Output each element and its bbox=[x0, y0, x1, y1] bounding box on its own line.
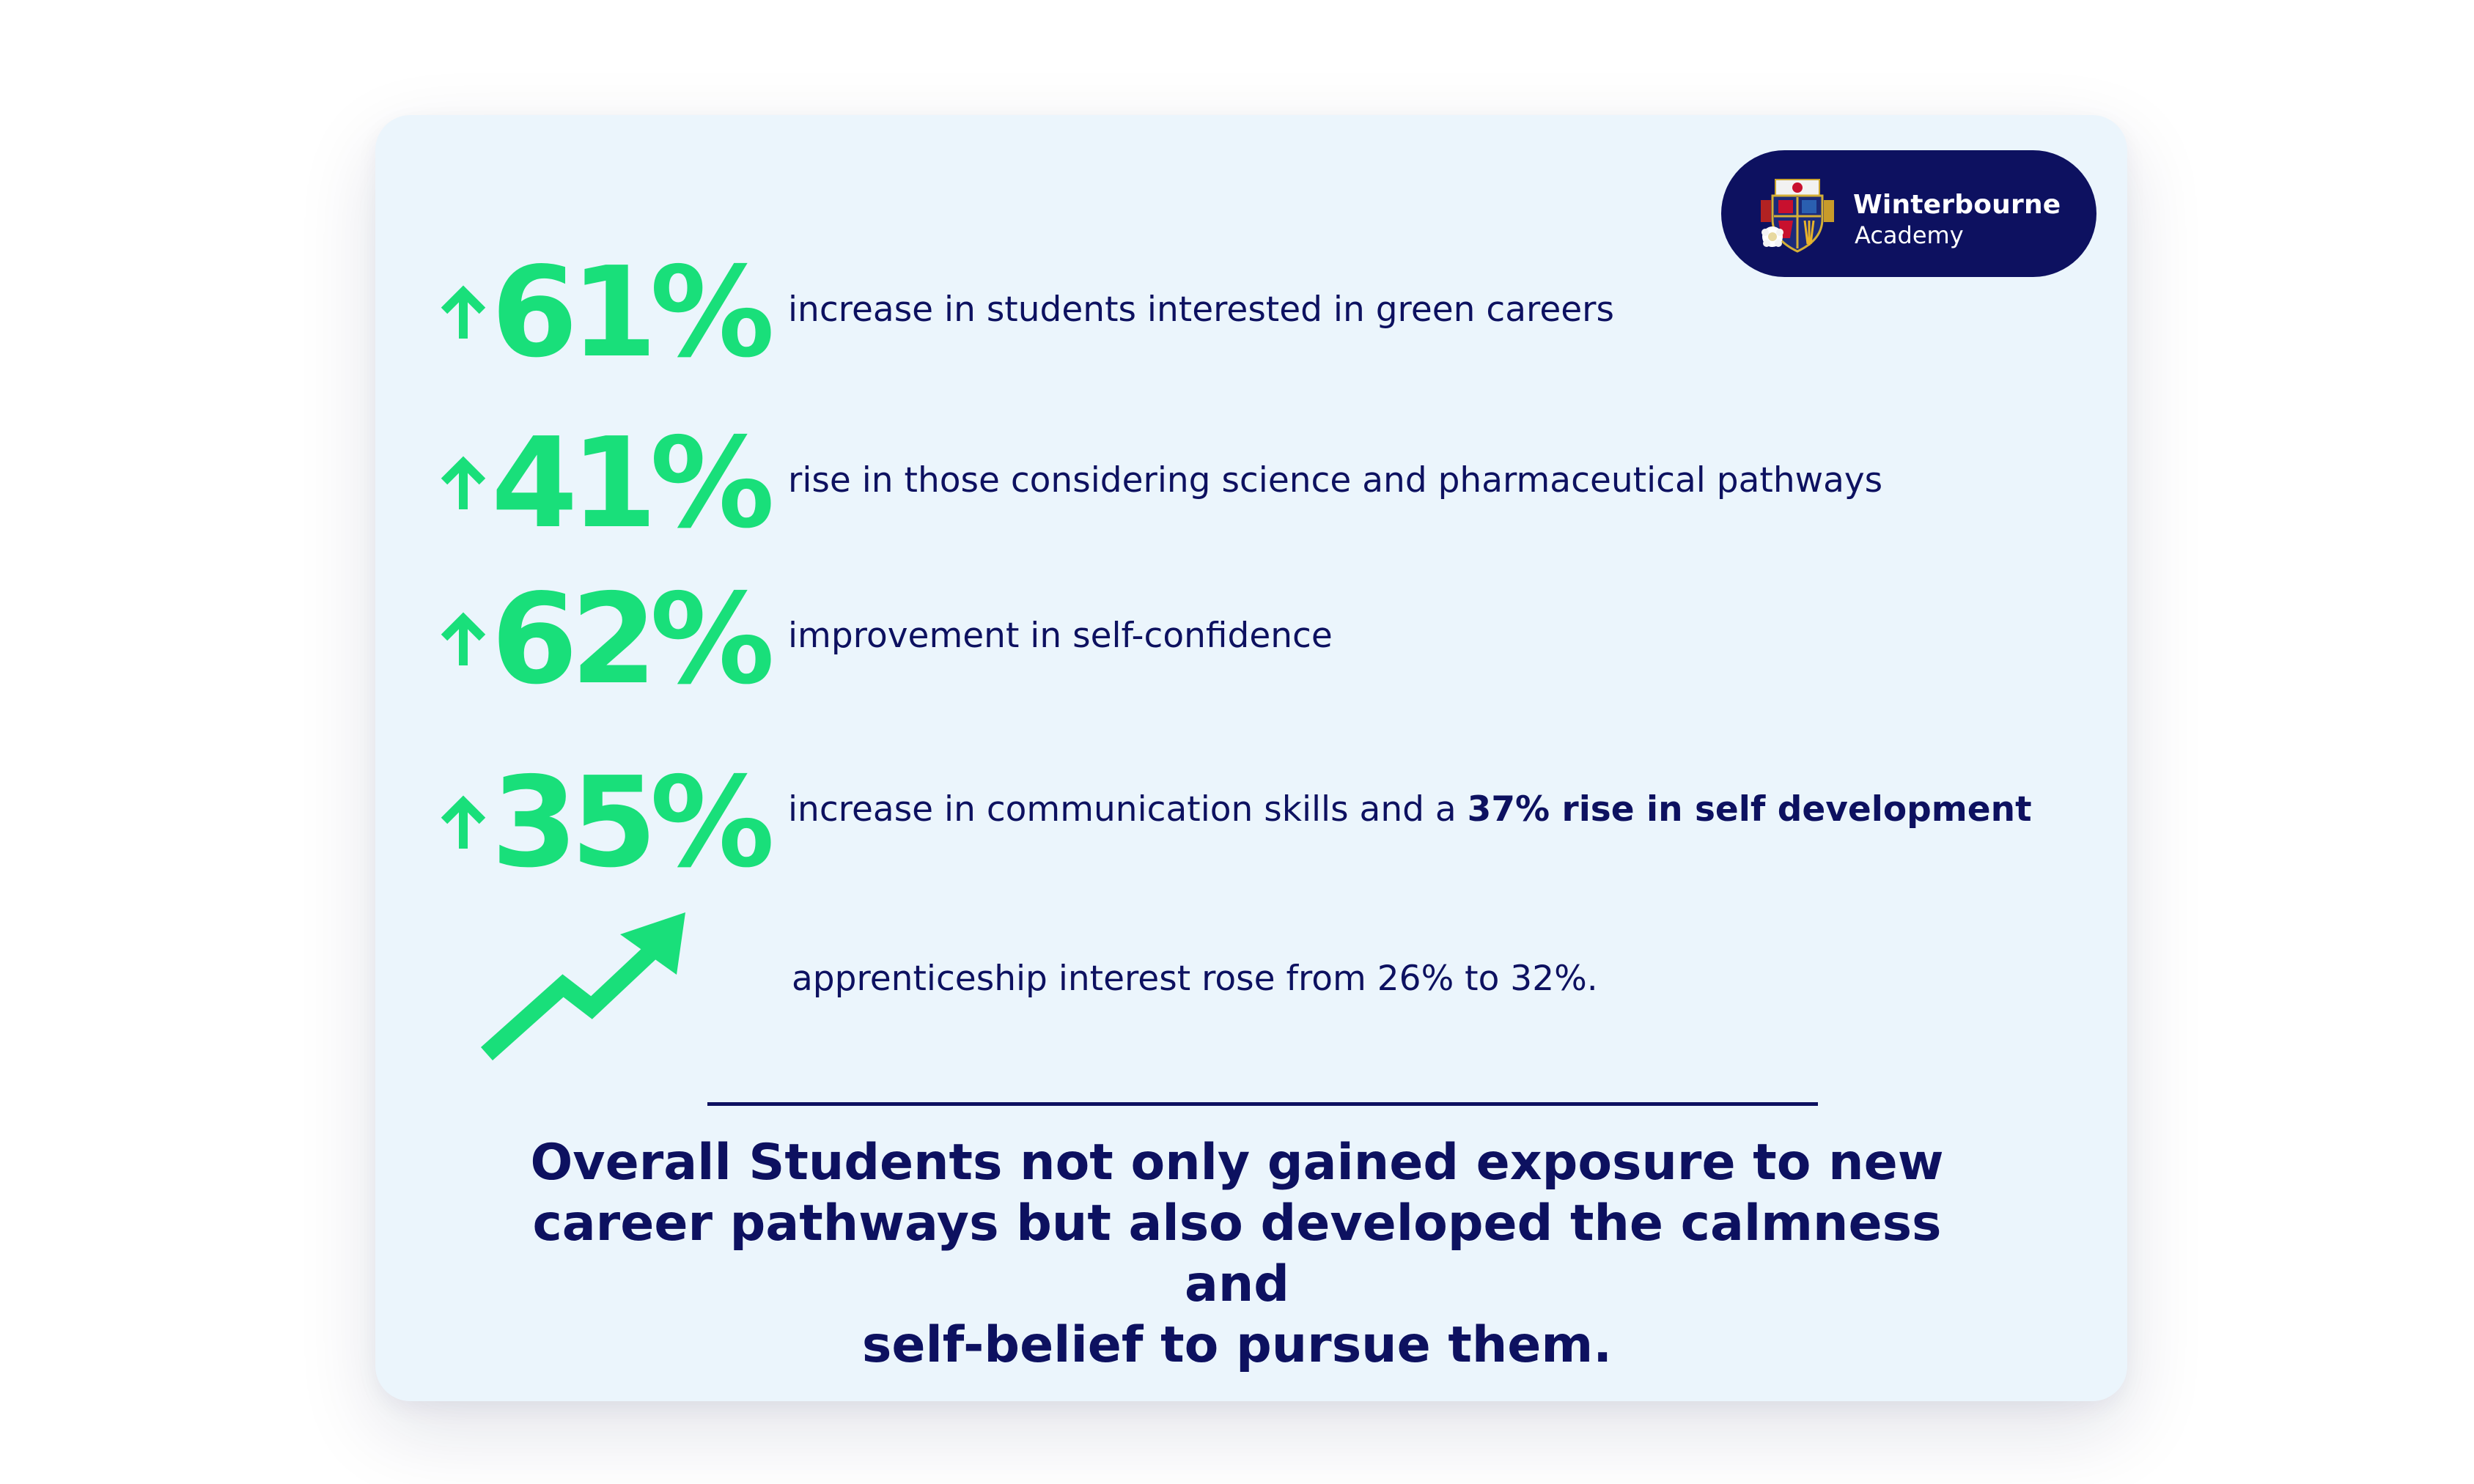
stat-row: 35% bbox=[438, 750, 775, 896]
academy-name: Winterbourne bbox=[1853, 190, 2061, 220]
conclusion-line: Overall Students not only gained exposur… bbox=[530, 1134, 1944, 1192]
school-crest-icon bbox=[1761, 179, 1834, 253]
stat-value: 41% bbox=[491, 411, 775, 556]
stat-row: 62% bbox=[438, 567, 775, 712]
stat-row: 61% bbox=[438, 240, 775, 385]
stat-description: increase in students interested in green… bbox=[788, 289, 1614, 330]
conclusion-line: career pathways but also developed the c… bbox=[532, 1195, 1942, 1313]
arrow-up-icon bbox=[441, 456, 486, 509]
stat-value: 61% bbox=[491, 240, 775, 385]
arrow-up-icon bbox=[441, 795, 486, 849]
stat-value: 62% bbox=[491, 567, 775, 712]
stat-description-text: increase in communication skills and a bbox=[788, 789, 1468, 830]
conclusion-text: Overall Students not only gained exposur… bbox=[513, 1132, 1961, 1376]
trend-description: apprenticeship interest rose from 26% to… bbox=[792, 959, 1598, 999]
divider bbox=[707, 1102, 1818, 1106]
arrow-up-icon bbox=[441, 612, 486, 665]
trending-up-icon bbox=[481, 912, 685, 1060]
academy-logo-badge: Winterbourne Academy bbox=[1721, 150, 2096, 277]
academy-subtitle: Academy bbox=[1855, 221, 1964, 249]
arrow-up-icon bbox=[441, 285, 486, 339]
stat-description-highlight: 37% rise in self development bbox=[1467, 789, 2032, 830]
stat-row: 41% bbox=[438, 411, 775, 556]
stat-description: rise in those considering science and ph… bbox=[788, 460, 1883, 501]
stat-description: improvement in self-confidence bbox=[788, 616, 1333, 656]
stat-value: 35% bbox=[491, 750, 775, 896]
stat-description: increase in communication skills and a 3… bbox=[788, 789, 2032, 830]
stats-card bbox=[375, 115, 2127, 1401]
conclusion-line: self-belief to pursue them. bbox=[861, 1316, 1613, 1374]
